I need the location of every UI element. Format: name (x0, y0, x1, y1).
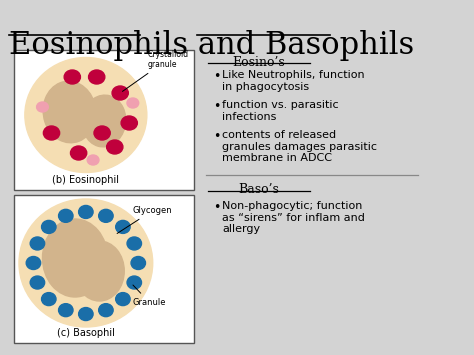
Ellipse shape (89, 70, 105, 84)
Ellipse shape (127, 237, 142, 250)
Text: •: • (213, 70, 220, 83)
Ellipse shape (44, 126, 60, 140)
Text: Non-phagocytic; function
as “sirens” for inflam and
allergy: Non-phagocytic; function as “sirens” for… (222, 201, 365, 234)
Ellipse shape (107, 140, 123, 154)
Ellipse shape (30, 276, 45, 289)
Ellipse shape (82, 95, 126, 147)
Ellipse shape (26, 257, 41, 269)
Ellipse shape (112, 86, 128, 100)
Ellipse shape (116, 293, 130, 306)
Ellipse shape (42, 293, 56, 306)
Ellipse shape (43, 219, 108, 297)
Ellipse shape (127, 98, 139, 108)
Ellipse shape (64, 70, 81, 84)
Text: (b) Eosinophil: (b) Eosinophil (52, 175, 119, 185)
Text: function vs. parasitic
infections: function vs. parasitic infections (222, 100, 339, 122)
Ellipse shape (36, 102, 48, 112)
Ellipse shape (121, 116, 137, 130)
Ellipse shape (25, 58, 147, 173)
Ellipse shape (19, 199, 153, 327)
Ellipse shape (59, 209, 73, 222)
Ellipse shape (99, 304, 113, 317)
Ellipse shape (79, 206, 93, 218)
FancyBboxPatch shape (14, 50, 194, 190)
Ellipse shape (87, 155, 99, 165)
Text: Eosino’s: Eosino’s (232, 56, 285, 69)
Ellipse shape (116, 220, 130, 233)
Ellipse shape (74, 241, 124, 301)
Ellipse shape (59, 304, 73, 317)
Text: •: • (213, 201, 220, 214)
Ellipse shape (43, 81, 96, 143)
Text: •: • (213, 100, 220, 113)
Text: •: • (213, 130, 220, 143)
Text: Like Neutrophils, function
in phagocytosis: Like Neutrophils, function in phagocytos… (222, 70, 365, 92)
Ellipse shape (30, 237, 45, 250)
Ellipse shape (99, 209, 113, 222)
Ellipse shape (71, 146, 87, 160)
FancyBboxPatch shape (14, 195, 194, 343)
Text: Granule: Granule (133, 285, 166, 307)
Ellipse shape (131, 257, 146, 269)
Ellipse shape (42, 220, 56, 233)
Text: Glycogen: Glycogen (117, 206, 173, 234)
Text: Crystalloid
granule: Crystalloid granule (122, 50, 189, 91)
Text: (c) Basophil: (c) Basophil (57, 328, 115, 338)
Text: contents of released
granules damages parasitic
membrane in ADCC: contents of released granules damages pa… (222, 130, 377, 163)
Text: Baso’s: Baso’s (238, 183, 279, 196)
Ellipse shape (79, 307, 93, 321)
Ellipse shape (127, 276, 142, 289)
Ellipse shape (94, 126, 110, 140)
Text: Eosinophils and Basophils: Eosinophils and Basophils (9, 30, 414, 61)
